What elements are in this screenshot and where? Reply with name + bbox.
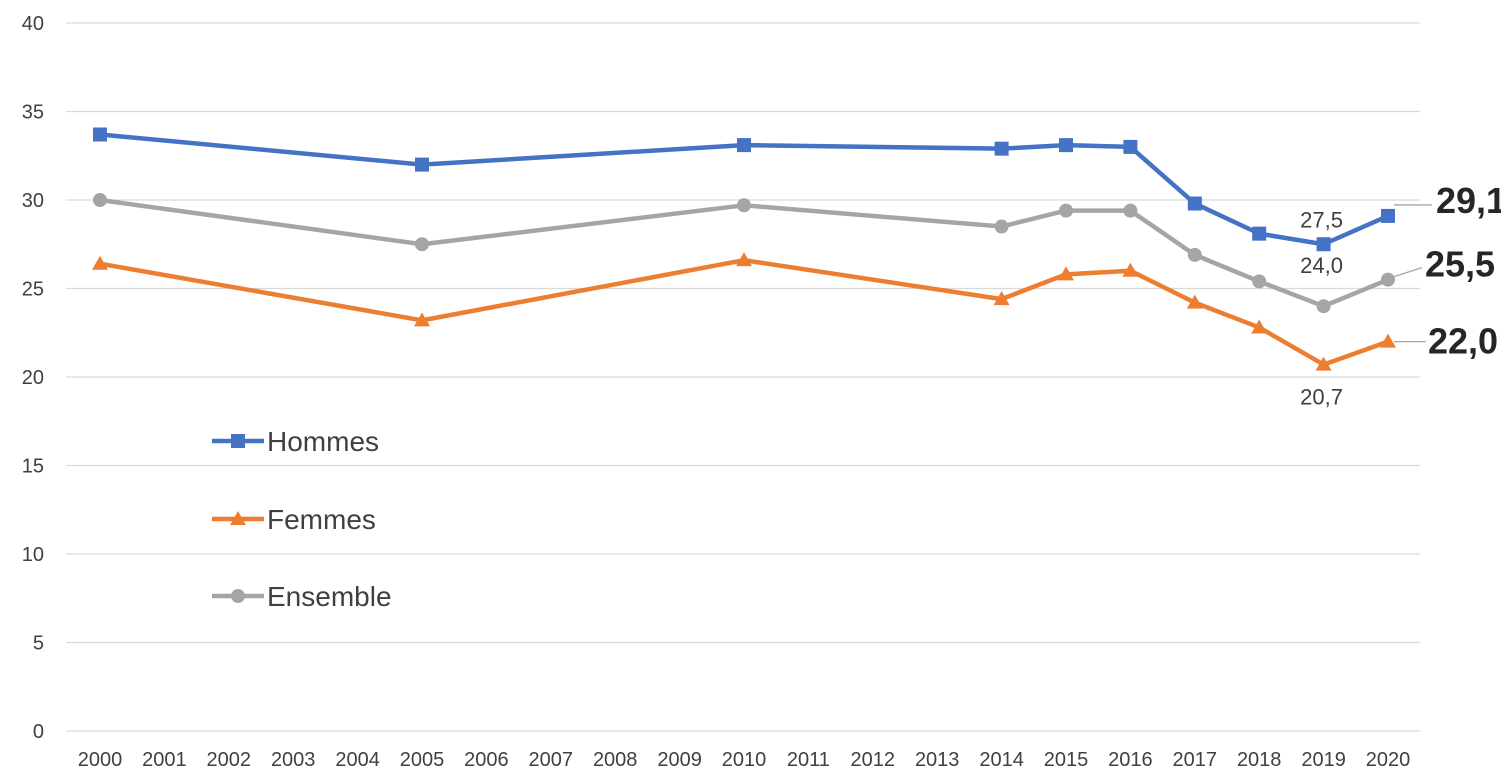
data-label-f2019: 20,7 bbox=[1300, 385, 1343, 410]
x-tick-label-2000: 2000 bbox=[78, 749, 123, 771]
femmes-line bbox=[97, 257, 1391, 367]
y-tick-label-20: 20 bbox=[22, 367, 44, 389]
leader-e2020 bbox=[1393, 267, 1423, 278]
femmes-point-2016 bbox=[1122, 262, 1139, 277]
y-tick-label-5: 5 bbox=[33, 633, 44, 655]
femmes-point-2019 bbox=[1315, 356, 1332, 371]
x-tick-label-2008: 2008 bbox=[593, 749, 638, 771]
hommes-line bbox=[97, 132, 1391, 247]
legend-label-hommes: Hommes bbox=[267, 426, 379, 457]
hommes-point-2015 bbox=[1059, 138, 1073, 153]
x-tick-label-2003: 2003 bbox=[271, 749, 316, 771]
femmes-point-2015 bbox=[1058, 266, 1074, 281]
x-tick-label-2015: 2015 bbox=[1044, 749, 1089, 771]
x-tick-label-2017: 2017 bbox=[1173, 749, 1218, 771]
y-tick-label-10: 10 bbox=[22, 544, 44, 566]
x-tick-label-2001: 2001 bbox=[142, 749, 187, 771]
femmes-point-2014 bbox=[993, 291, 1010, 306]
data-label-h2019: 27,5 bbox=[1300, 207, 1343, 232]
femmes-point-2018 bbox=[1251, 319, 1268, 334]
ensemble-point-2020 bbox=[1381, 272, 1395, 287]
data-label-f2020: 22,0 bbox=[1428, 321, 1498, 362]
y-axis-ticks: 0 5 10 15 20 25 30 35 40 bbox=[22, 13, 44, 743]
hommes-point-2018 bbox=[1252, 226, 1267, 241]
legend-marker-ensemble bbox=[231, 589, 245, 603]
data-labels: 27,5 24,0 20,7 29,1 25,5 22,0 bbox=[1300, 180, 1501, 410]
legend: Hommes Femmes Ensemble bbox=[212, 426, 392, 612]
x-tick-label-2005: 2005 bbox=[400, 749, 445, 771]
x-tick-label-2014: 2014 bbox=[979, 749, 1024, 771]
x-tick-label-2016: 2016 bbox=[1108, 749, 1153, 771]
hommes-point-2014 bbox=[994, 141, 1009, 156]
femmes-point-2005 bbox=[414, 312, 430, 327]
hommes-point-2000 bbox=[93, 127, 107, 142]
hommes-point-2010 bbox=[737, 138, 751, 153]
x-axis-ticks: 2000 2001 2002 2003 2004 2005 2006 2007 2008 2009… bbox=[78, 749, 1411, 771]
ensemble-point-2016 bbox=[1123, 203, 1138, 218]
legend-marker-hommes bbox=[231, 434, 245, 448]
hommes-point-2020 bbox=[1381, 208, 1395, 223]
series-group bbox=[92, 127, 1396, 371]
x-tick-label-2004: 2004 bbox=[335, 749, 380, 771]
x-tick-label-2002: 2002 bbox=[207, 749, 252, 771]
ensemble-point-2019 bbox=[1316, 299, 1331, 314]
hommes-point-2017 bbox=[1187, 196, 1202, 211]
hommes-point-2016 bbox=[1123, 139, 1138, 154]
x-tick-label-2006: 2006 bbox=[464, 749, 509, 771]
data-label-e2020: 25,5 bbox=[1425, 244, 1495, 285]
y-tick-label-15: 15 bbox=[22, 456, 44, 478]
hommes-point-2005 bbox=[415, 157, 429, 172]
ensemble-point-2015 bbox=[1059, 203, 1073, 218]
x-tick-label-2007: 2007 bbox=[529, 749, 574, 771]
gridlines bbox=[66, 22, 1420, 732]
femmes-point-2010 bbox=[736, 252, 752, 267]
femmes-point-2017 bbox=[1186, 294, 1203, 309]
x-tick-label-2011: 2011 bbox=[787, 749, 830, 771]
y-tick-label-35: 35 bbox=[22, 102, 44, 124]
ensemble-point-2005 bbox=[415, 237, 429, 252]
legend-label-ensemble: Ensemble bbox=[267, 581, 392, 612]
data-label-h2020: 29,1 bbox=[1436, 180, 1501, 221]
y-tick-label-25: 25 bbox=[22, 279, 44, 301]
x-tick-label-2012: 2012 bbox=[851, 749, 896, 771]
ensemble-point-2018 bbox=[1252, 274, 1267, 289]
ensemble-point-2017 bbox=[1187, 247, 1202, 262]
hommes-point-2019 bbox=[1316, 237, 1331, 252]
x-tick-label-2019: 2019 bbox=[1301, 749, 1346, 771]
ensemble-point-2014 bbox=[994, 219, 1009, 234]
femmes-point-2020 bbox=[1380, 333, 1396, 348]
x-tick-label-2009: 2009 bbox=[657, 749, 702, 771]
x-tick-label-2018: 2018 bbox=[1237, 749, 1282, 771]
y-tick-label-30: 30 bbox=[22, 190, 44, 212]
legend-label-femmes: Femmes bbox=[267, 504, 376, 535]
ensemble-point-2010 bbox=[737, 198, 751, 213]
x-tick-label-2020: 2020 bbox=[1366, 749, 1411, 771]
y-tick-label-0: 0 bbox=[33, 721, 44, 743]
x-tick-label-2010: 2010 bbox=[722, 749, 767, 771]
y-tick-label-40: 40 bbox=[22, 13, 44, 35]
ensemble-point-2000 bbox=[93, 193, 107, 207]
data-label-e2019: 24,0 bbox=[1300, 253, 1343, 278]
ensemble-line bbox=[97, 197, 1391, 309]
legend-marker-femmes bbox=[230, 511, 246, 525]
x-tick-label-2013: 2013 bbox=[915, 749, 960, 771]
femmes-point-2000 bbox=[92, 255, 108, 270]
